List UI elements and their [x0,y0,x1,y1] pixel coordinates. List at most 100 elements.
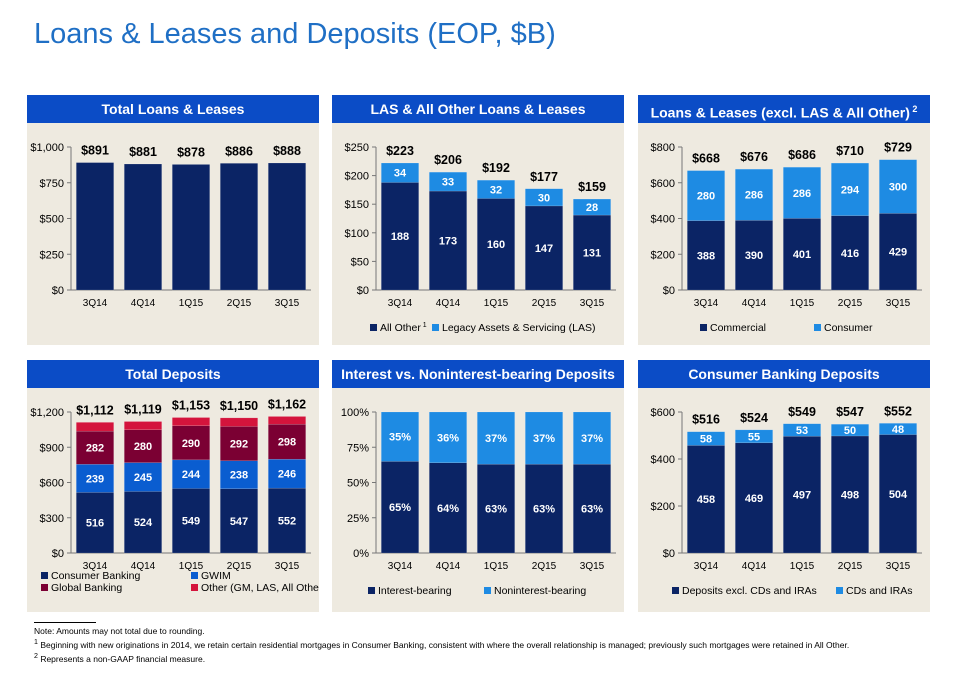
segment-label: 35% [389,432,411,444]
footnote-2-text: Represents a non-GAAP financial measure. [40,653,206,664]
total-label: $710 [836,144,864,158]
total-label: $1,112 [76,403,114,417]
segment-label: 63% [581,504,603,516]
total-label: $1,119 [124,403,162,417]
x-tick-label: 3Q15 [886,298,911,309]
total-label: $524 [740,411,768,425]
segment-label: 28 [586,202,598,214]
segment-label: 524 [134,517,153,529]
chart-svg: 0% 25% 50% 75% 100% 65% 35% 3Q14 64% 36% 4Q14 63% 37… [341,407,616,597]
x-tick-label: 3Q14 [388,298,413,309]
legend-swatch [41,584,48,591]
total-label: $891 [81,144,109,158]
legend-label: Consumer [824,322,873,334]
y-tick-label: $750 [40,178,64,190]
y-tick-label: $0 [663,548,675,560]
segment-label: 173 [439,236,457,248]
chart-title-text: Interest vs. Noninterest-bearing Deposit… [341,366,615,382]
segment-label: 64% [437,503,459,515]
chart-title-text: Total Deposits [125,366,221,382]
bar-segment [268,458,306,489]
y-tick-label: $400 [651,454,675,466]
legend-swatch [836,587,843,594]
y-tick-label: 25% [347,513,369,525]
segment-label: 37% [533,433,555,445]
bar-segment [879,423,917,435]
legend-label: Interest-bearing [378,585,452,597]
segment-label: 286 [793,188,811,200]
bar-segment [831,162,869,216]
bar-segment [735,429,773,444]
y-tick-label: $250 [40,249,64,261]
x-tick-label: 2Q15 [532,561,557,572]
bar-segment [687,220,725,291]
y-tick-label: $200 [345,171,369,183]
bar-segment [381,411,419,462]
note-rounding: Note: Amounts may not total due to round… [34,626,205,636]
segment-label: 547 [230,516,248,528]
total-label: $676 [740,150,768,164]
bar-segment [879,159,917,214]
segment-label: 552 [278,516,296,528]
x-tick-label: 3Q15 [580,298,605,309]
legend-label: CDs and IRAs [846,585,913,597]
y-tick-label: $600 [651,178,675,190]
bar-segment [76,464,114,493]
segment-label: 497 [793,490,811,502]
segment-label: 37% [485,433,507,445]
segment-label: 30 [538,192,550,204]
legend-label: All Other 1 [380,322,427,334]
x-tick-label: 4Q14 [742,561,767,572]
y-tick-label: $600 [651,407,675,419]
legend-label: Global Banking [51,582,122,594]
bar-segment [735,168,773,221]
segment-label: 292 [230,439,248,451]
segment-label: 516 [86,518,104,530]
bar-segment [573,214,611,291]
x-tick-label: 3Q14 [694,298,719,309]
y-tick-label: $300 [40,513,64,525]
segment-label: 290 [182,438,200,450]
chart-title-text: Loans & Leases (excl. LAS & All Other) [650,104,910,121]
segment-label: 32 [490,184,502,196]
segment-label: 239 [86,473,104,485]
bar-segment [783,218,821,291]
legend-swatch [368,587,375,594]
y-tick-label: 100% [341,407,369,419]
bar-segment [831,435,869,554]
chart-title: Total Deposits [27,360,319,388]
total-label: $668 [692,152,720,166]
bar-segment [525,411,563,465]
bar-segment [687,431,725,446]
y-tick-label: $50 [351,256,369,268]
segment-label: 246 [278,469,296,481]
bar-segment [477,463,515,554]
bar-segment [220,488,258,554]
x-tick-label: 3Q14 [388,561,413,572]
segment-label: 280 [134,441,152,453]
chart-panel: Total Deposits $0 $300 $600 $900 $1,200 516 239… [27,360,319,612]
bar-segment [220,417,258,427]
bar-segment [783,166,821,219]
legend-label: Noninterest-bearing [494,585,586,597]
legend-swatch [700,324,707,331]
total-label: $177 [530,170,558,184]
total-label: $729 [884,141,912,155]
footnote-1: 1 Beginning with new originations in 201… [34,637,924,651]
x-tick-label: 3Q15 [275,561,300,572]
bar-segment [525,463,563,554]
total-label: $888 [273,144,301,158]
bar-segment [76,422,114,432]
chart-svg: $0 $300 $600 $900 $1,200 516 239 282 $1,112 3Q14 5… [30,397,319,594]
chart-title: LAS & All Other Loans & Leases [332,95,624,123]
y-tick-label: $0 [357,285,369,297]
bar-segment [76,492,114,554]
chart-title-text: Consumer Banking Deposits [688,366,880,382]
chart-title: Total Loans & Leases [27,95,319,123]
footnote-2: 2 Represents a non-GAAP financial measur… [34,651,924,665]
x-tick-label: 3Q14 [83,561,108,572]
legend-superscript: 1 [421,322,427,329]
bar-segment [268,487,306,554]
total-label: $192 [482,161,510,175]
bar-segment [573,411,611,465]
